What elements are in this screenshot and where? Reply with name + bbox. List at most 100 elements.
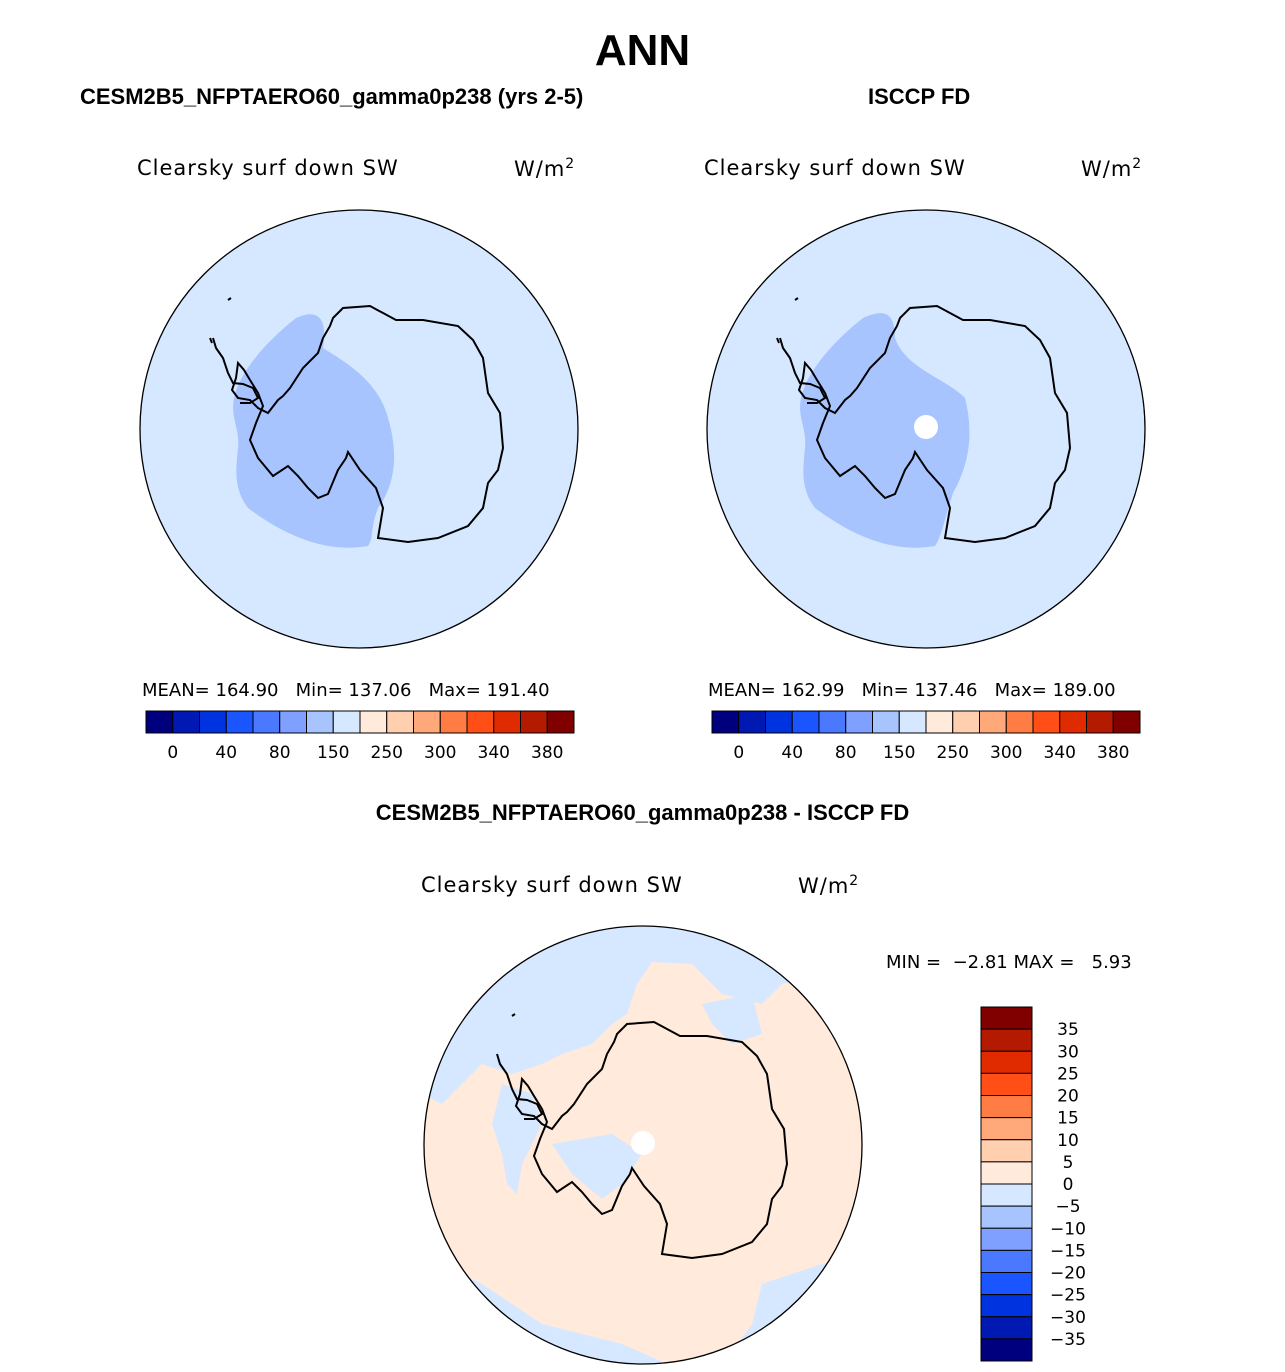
map-diff-negative-inner — [552, 1134, 642, 1199]
colorbar-cell — [979, 710, 1007, 734]
colorbar-tick-label: 80 — [835, 743, 857, 763]
colorbar-tick-label: 20 — [1057, 1087, 1079, 1107]
panel-right-stats: MEAN= 162.99 Min= 137.46 Max= 189.00 — [708, 680, 1116, 701]
colorbar-tick-label: 300 — [990, 743, 1022, 763]
colorbar-tick-label: 250 — [371, 743, 403, 763]
colorbar-tick-label: 340 — [1044, 743, 1076, 763]
main-title: ANN — [594, 26, 691, 75]
colorbar-tick-label: −20 — [1050, 1264, 1086, 1284]
colorbar-tick-label: −30 — [1050, 1308, 1086, 1328]
colorbar-cell — [711, 710, 740, 734]
colorbar-cell — [925, 710, 954, 734]
colorbar-cell — [413, 710, 441, 734]
colorbar-cell — [980, 1006, 1033, 1030]
map-diff-peninsula — [496, 1053, 544, 1120]
map-right-pole-hole — [914, 415, 938, 439]
panel-left-stats: MEAN= 164.90 Min= 137.06 Max= 191.40 — [142, 680, 550, 701]
map-diff-pole-hole — [631, 1131, 655, 1155]
panel-left-unit: W/m2 — [514, 156, 576, 181]
colorbar-cell — [980, 1316, 1033, 1340]
diff-variable: Clearsky surf down SW — [421, 873, 683, 897]
colorbar-cell — [1059, 710, 1087, 734]
colorbar-tick-label: 40 — [215, 743, 237, 763]
colorbar-tick-label: 340 — [478, 743, 510, 763]
colorbar-cell — [980, 1028, 1033, 1052]
panel-right-unit: W/m2 — [1081, 156, 1143, 181]
colorbar-cell — [980, 1338, 1033, 1362]
colorbar-cell — [980, 1095, 1033, 1119]
colorbar-cell — [520, 710, 548, 734]
colorbar-tick-label: 35 — [1057, 1020, 1079, 1040]
colorbar-tick-label: 0 — [1063, 1175, 1074, 1195]
colorbar-tick-label: 0 — [167, 743, 178, 763]
colorbar-cell — [872, 710, 900, 734]
map-right-west-region — [800, 313, 970, 548]
colorbar-cell — [818, 710, 847, 734]
colorbar-cell — [252, 710, 281, 734]
colorbar-cell — [1086, 710, 1114, 734]
colorbar-cell — [980, 1072, 1033, 1096]
colorbar-tick-label: 250 — [937, 743, 969, 763]
colorbar-right: 0 40 80 150 250 300 340 380 — [711, 710, 1141, 763]
colorbar-cell — [765, 710, 793, 734]
colorbar-cell — [199, 710, 227, 734]
map-diff-negative-north — [424, 926, 862, 1104]
colorbar-cell — [493, 710, 521, 734]
map-diff-negative-east — [702, 994, 762, 1044]
colorbar-cell — [980, 1249, 1033, 1273]
map-left-antarctica-coast — [230, 304, 505, 544]
map-left-peninsula — [212, 337, 260, 404]
map-left-west-region — [233, 314, 395, 548]
colorbar-cell — [145, 710, 174, 734]
map-right — [706, 209, 1146, 649]
colorbar-cell — [980, 1117, 1033, 1141]
panel-right-title: ISCCP FD — [868, 84, 971, 109]
colorbar-tick-label: 300 — [424, 743, 456, 763]
colorbar-cell — [980, 1050, 1033, 1074]
diff-unit: W/m2 — [798, 873, 860, 898]
colorbar-cell — [225, 710, 254, 734]
colorbar-cell — [332, 710, 361, 734]
colorbar-tick-label: 25 — [1057, 1064, 1079, 1084]
colorbar-tick-label: 0 — [733, 743, 744, 763]
colorbar-cell — [1032, 710, 1061, 734]
colorbar-cell — [980, 1205, 1033, 1229]
colorbar-left: 0 40 80 150 250 300 340 380 — [145, 710, 575, 763]
panel-left-variable: Clearsky surf down SW — [137, 156, 399, 180]
colorbar-cell — [980, 1227, 1033, 1251]
map-right-islands — [776, 297, 799, 344]
diff-stats: MIN = −2.81 MAX = 5.93 — [886, 952, 1132, 973]
map-diff-negative-west — [492, 1084, 542, 1194]
colorbar-cell — [306, 710, 334, 734]
colorbar-cell — [1112, 710, 1141, 734]
colorbar-cell — [980, 1183, 1033, 1207]
map-diff — [423, 925, 863, 1365]
colorbar-tick-label: −5 — [1055, 1197, 1080, 1217]
panel-left-title: CESM2B5_NFPTAERO60_gamma0p238 (yrs 2-5) — [80, 84, 584, 109]
colorbar-cell — [980, 1161, 1033, 1185]
colorbar-cell — [359, 710, 388, 734]
colorbar-tick-label: 150 — [317, 743, 349, 763]
colorbar-cell — [980, 1139, 1033, 1163]
colorbar-cell — [980, 1272, 1033, 1296]
colorbar-cell — [791, 710, 820, 734]
colorbar-cell — [845, 710, 873, 734]
colorbar-tick-label: 10 — [1057, 1131, 1079, 1151]
map-right-antarctica-coast — [797, 304, 1072, 544]
colorbar-cell — [980, 1294, 1033, 1318]
colorbar-tick-label: −10 — [1050, 1219, 1086, 1239]
colorbar-tick-label: 80 — [269, 743, 291, 763]
map-diff-antarctica-coast — [514, 1020, 789, 1260]
colorbar-cell — [738, 710, 766, 734]
colorbar-tick-label: 30 — [1057, 1042, 1079, 1062]
colorbar-cell — [466, 710, 495, 734]
colorbar-cell — [172, 710, 200, 734]
colorbar-cell — [952, 710, 980, 734]
panel-right-variable: Clearsky surf down SW — [704, 156, 966, 180]
map-right-boundary — [706, 209, 1146, 649]
map-left — [139, 209, 579, 649]
colorbar-cell — [386, 710, 414, 734]
map-right-peninsula — [779, 337, 827, 404]
colorbar-tick-label: 15 — [1057, 1109, 1079, 1129]
map-left-boundary — [139, 209, 579, 649]
